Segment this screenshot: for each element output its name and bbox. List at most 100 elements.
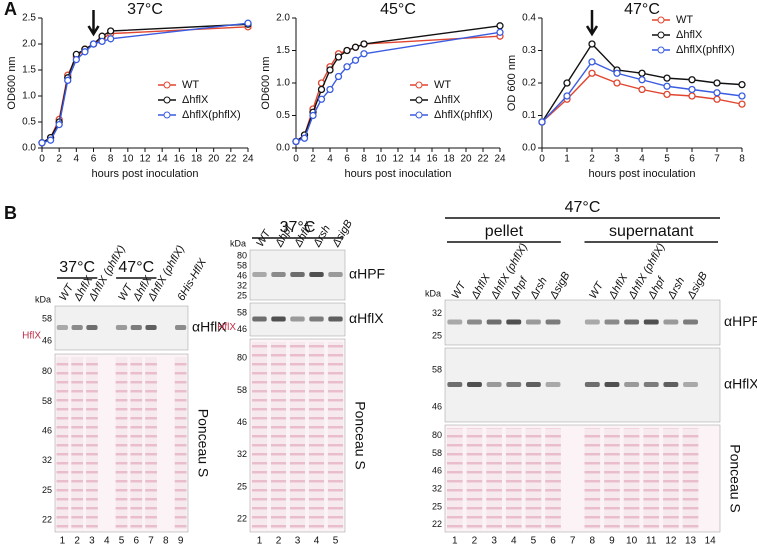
stain-label: Ponceau S [352, 401, 368, 470]
marker [713, 89, 721, 97]
band [467, 382, 482, 387]
marker [688, 76, 696, 84]
y-axis-label: OD600 nm [260, 56, 272, 109]
group-label: pellet [485, 223, 524, 240]
x-tick-label: 16 [174, 154, 186, 165]
lane-number: 2 [74, 536, 80, 547]
lane-number: 1 [60, 536, 66, 547]
x-tick-label: 0 [293, 154, 299, 165]
kda-marker: 32 [432, 484, 442, 494]
antibody-label: αHflX [724, 376, 757, 392]
chart-title: 37°C [127, 1, 163, 18]
lane-number: 4 [104, 536, 110, 547]
y-tick-label: 0.0 [22, 143, 36, 154]
marker [64, 76, 72, 85]
lane-label: WT [254, 227, 274, 249]
lane-number: 2 [276, 536, 282, 547]
band [486, 319, 502, 325]
lane-number: 3 [295, 536, 301, 547]
marker [98, 37, 106, 46]
kda-marker: 25 [432, 330, 442, 340]
lane-stain [145, 357, 157, 529]
y-axis-label: OD600 nm [6, 56, 18, 109]
marker [107, 35, 115, 43]
lane-stain [327, 342, 344, 529]
marker [496, 22, 504, 30]
lane-number: 7 [148, 536, 154, 547]
band [506, 319, 522, 325]
lane-number: 1 [257, 536, 263, 547]
lane-stain [446, 428, 463, 529]
marker [588, 69, 596, 77]
lane-stain [71, 357, 84, 529]
band [174, 325, 187, 330]
marker [46, 136, 55, 144]
band [56, 325, 69, 330]
x-tick-label: 8 [361, 154, 367, 165]
lane-number: 3 [89, 536, 95, 547]
x-tick-label: 2 [310, 154, 316, 165]
lane-stain [505, 428, 522, 529]
group-label: supernatant [609, 223, 694, 240]
y-tick-label: 0.0 [276, 143, 290, 154]
kda-marker: 46 [42, 426, 52, 436]
lane-number: 10 [626, 536, 638, 547]
lane-number: 9 [178, 536, 184, 547]
y-tick-label: 0.4 [522, 13, 536, 24]
kda-marker: 25 [237, 481, 247, 491]
lane-stain [584, 428, 601, 529]
stain-label: Ponceau S [727, 444, 743, 513]
marker [638, 85, 646, 94]
x-tick-label: 12 [392, 154, 404, 165]
band [584, 382, 600, 387]
y-tick-label: 1.5 [276, 45, 290, 56]
y-tick-label: 0.1 [522, 110, 536, 121]
lane-number: 4 [314, 536, 320, 547]
legend-label: WT [434, 79, 451, 91]
x-tick-label: 22 [477, 154, 489, 165]
marker [538, 118, 546, 126]
kda-marker: 46 [237, 270, 247, 280]
lane-number: 1 [452, 536, 458, 547]
lane-number: 5 [119, 536, 125, 547]
lane-stain [308, 342, 325, 529]
kda-marker: 80 [432, 430, 442, 440]
lane-stain [289, 342, 306, 529]
marker [351, 56, 360, 64]
marker [688, 92, 696, 100]
kda-marker: 58 [237, 385, 247, 395]
legend-marker [657, 46, 665, 54]
kda-marker: 46 [237, 324, 247, 334]
marker [343, 46, 351, 55]
band [71, 325, 83, 330]
y-tick-label: 0.5 [22, 117, 36, 128]
lane-label: ΔsigB [330, 218, 355, 250]
group-label: 37°C [280, 219, 316, 236]
x-tick-label: 4 [74, 154, 80, 165]
legend-label: ΔhflX [676, 29, 703, 41]
kda-marker: 25 [237, 290, 247, 300]
lane-stain [130, 357, 143, 529]
marker [638, 76, 646, 84]
band [271, 316, 286, 322]
marker [688, 85, 696, 94]
lane-label: ΔsigB [685, 270, 710, 302]
lane-number: 7 [570, 536, 576, 547]
marker [334, 72, 343, 81]
legend-marker [415, 96, 423, 104]
marker [55, 120, 63, 129]
lane-label: 6His-HflX [175, 256, 209, 303]
kda-marker: 80 [237, 250, 247, 260]
lane-number: 12 [665, 536, 677, 547]
legend-marker [163, 81, 171, 89]
band-label: HflX [217, 322, 236, 333]
band [467, 319, 482, 325]
arrow [87, 10, 100, 37]
x-tick-label: 3 [614, 154, 620, 165]
band [683, 382, 698, 387]
x-tick-label: 6 [91, 154, 97, 165]
band [145, 325, 157, 330]
group-label: 37°C [59, 259, 95, 276]
kda-marker: 58 [237, 260, 247, 270]
marker [496, 28, 504, 36]
